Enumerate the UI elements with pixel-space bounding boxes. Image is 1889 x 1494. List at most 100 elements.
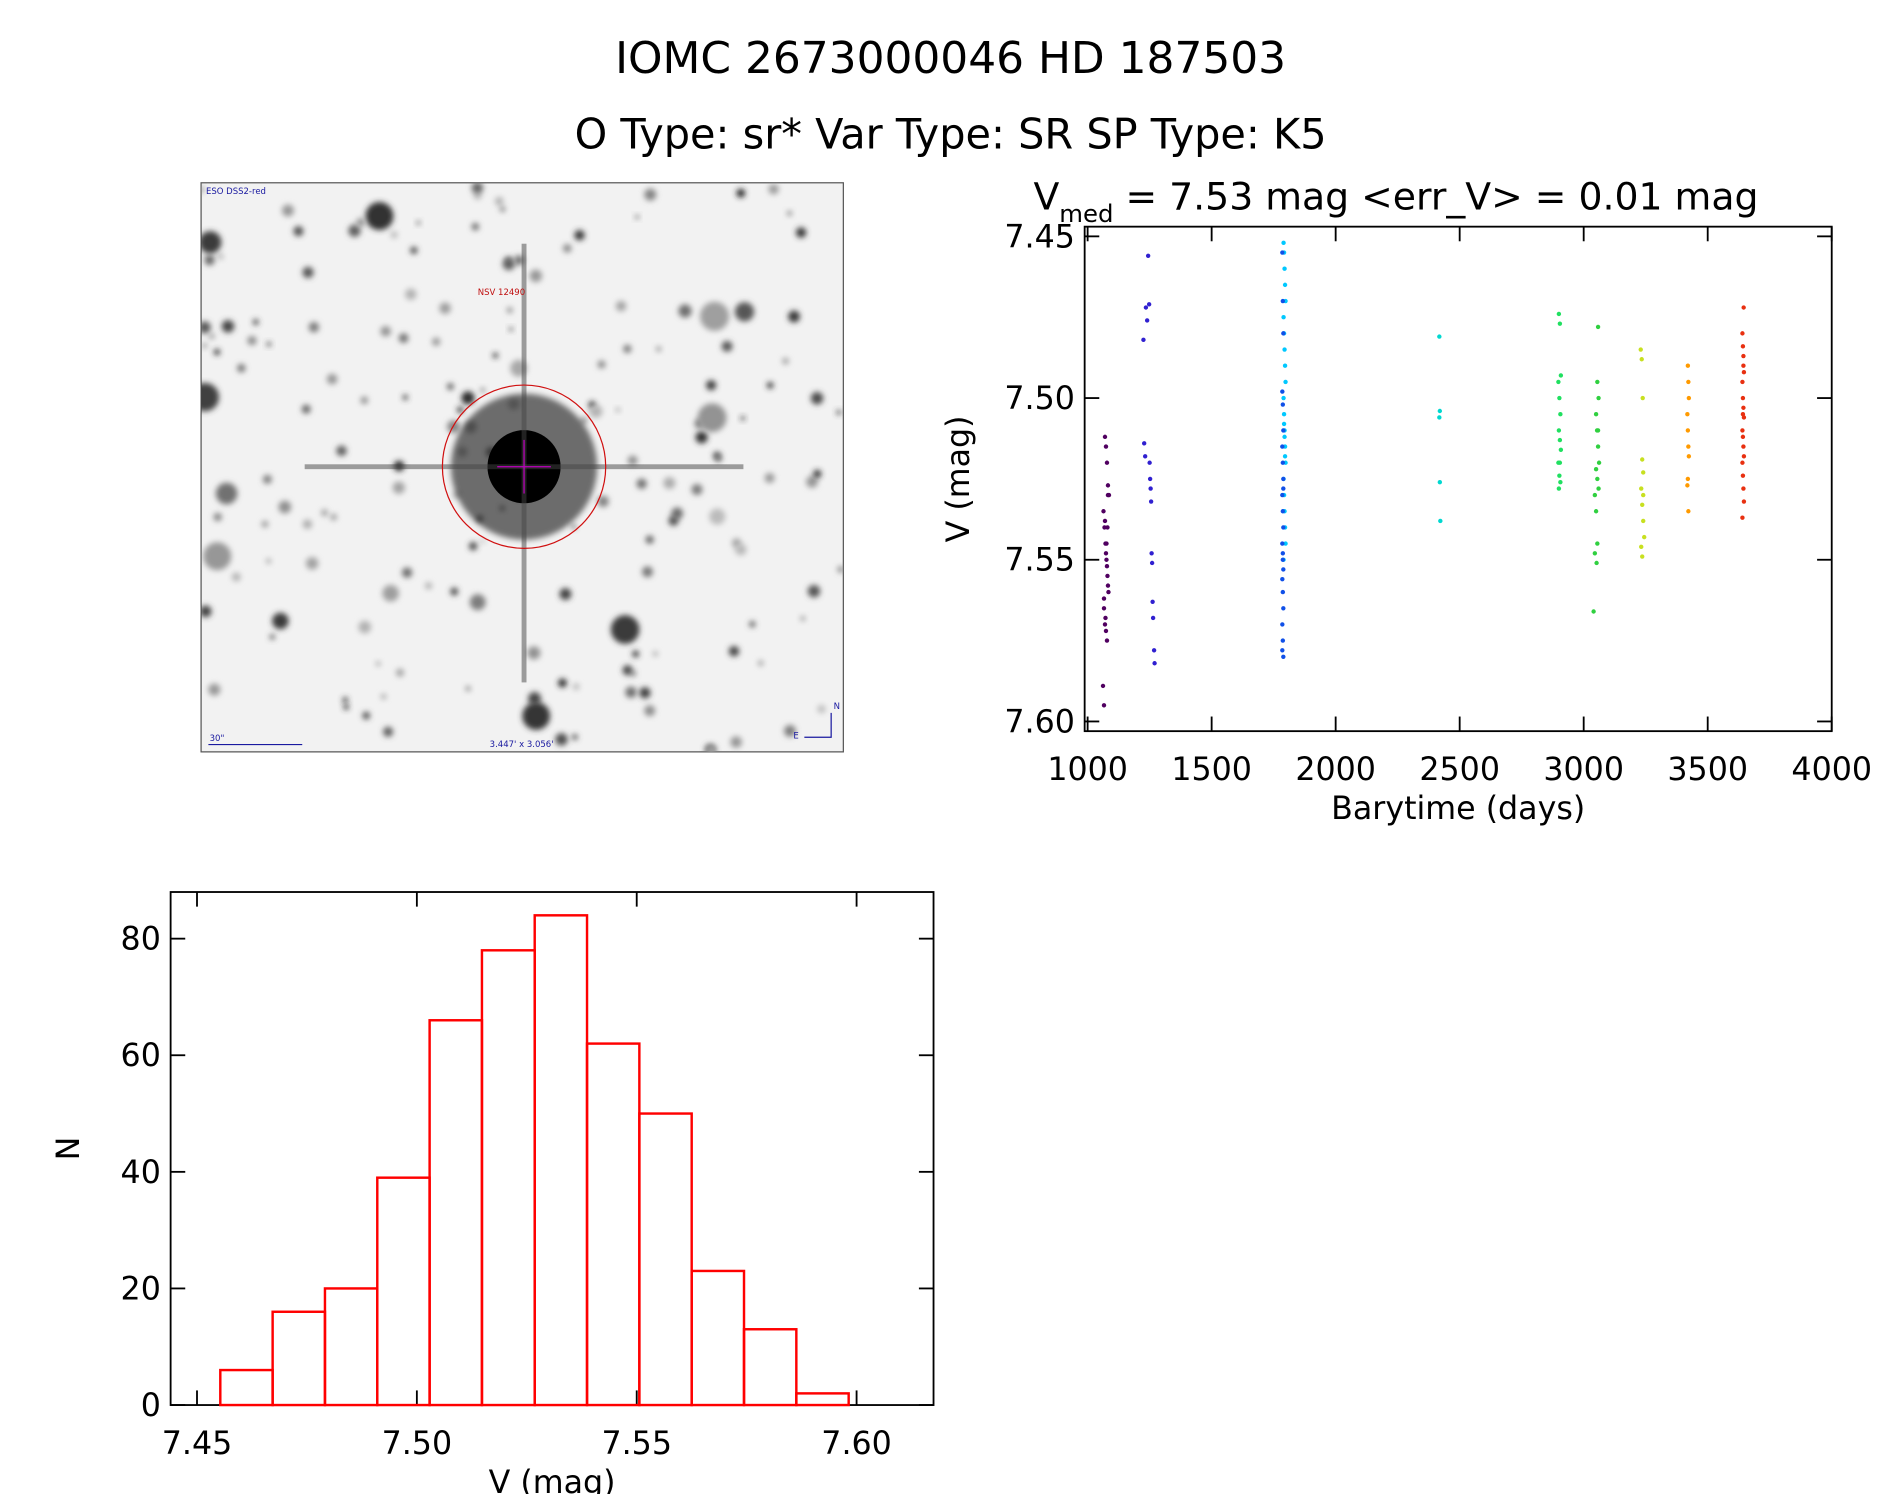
data-point: [1101, 509, 1106, 514]
data-point: [1102, 434, 1108, 440]
star: [247, 335, 257, 346]
star: [321, 509, 329, 517]
data-point: [1740, 473, 1746, 478]
data-point: [1642, 534, 1647, 540]
data-point: [1105, 525, 1110, 530]
star: [203, 542, 232, 571]
x-tick-label: 2000: [1295, 752, 1376, 788]
data-point: [1143, 305, 1149, 310]
x-tick-label: 7.45: [162, 1426, 233, 1462]
star: [642, 566, 653, 578]
star: [699, 301, 730, 331]
data-point: [1282, 454, 1288, 459]
star: [221, 320, 235, 333]
star: [405, 288, 417, 300]
star: [740, 416, 745, 421]
page-subtitle: O Type: sr* Var Type: SR SP Type: K5: [575, 111, 1327, 159]
chart-title: Vmed = 7.53 mag <err_V> = 0.01 mag: [1033, 175, 1758, 228]
data-point: [1103, 444, 1109, 449]
star: [632, 650, 640, 658]
data-point: [1437, 408, 1443, 414]
star: [522, 702, 551, 730]
star: [398, 333, 409, 343]
star: [837, 566, 844, 573]
data-point: [1147, 476, 1153, 482]
star: [625, 686, 637, 698]
star: [380, 693, 387, 700]
star: [500, 206, 506, 212]
data-point: [1280, 589, 1286, 595]
star: [705, 745, 717, 752]
data-point: [1101, 596, 1107, 601]
histogram-bar: [323, 1287, 379, 1407]
star: [806, 476, 818, 488]
star: [382, 584, 399, 602]
star: [395, 668, 405, 677]
data-point: [1740, 434, 1746, 440]
star: [215, 482, 238, 505]
star: [622, 665, 633, 676]
star: [416, 220, 421, 225]
data-point: [1685, 363, 1691, 368]
star: [308, 322, 320, 333]
data-point: [1437, 415, 1442, 420]
star: [348, 224, 361, 237]
star: [764, 472, 775, 484]
star: [709, 508, 726, 525]
star: [721, 340, 733, 352]
data-point: [1685, 476, 1691, 482]
data-point: [1149, 560, 1155, 566]
data-point: [1280, 622, 1285, 627]
data-point: [1282, 363, 1288, 368]
data-point: [1686, 509, 1691, 514]
histogram-bar: [795, 1392, 850, 1407]
data-point: [1151, 648, 1157, 653]
title-main: V: [1033, 175, 1059, 219]
star: [730, 736, 742, 748]
data-point: [1281, 412, 1287, 417]
star: [208, 333, 215, 340]
star: [597, 360, 606, 369]
data-point: [1281, 315, 1286, 320]
data-point: [1105, 583, 1111, 588]
star: [213, 348, 221, 356]
star: [749, 621, 756, 628]
data-point: [1280, 250, 1285, 255]
star: [656, 346, 662, 352]
data-point: [1741, 454, 1747, 459]
star: [615, 300, 627, 312]
star: [695, 431, 708, 444]
y-tick-label: 60: [121, 1038, 161, 1074]
data-point: [1740, 460, 1745, 465]
star: [208, 683, 221, 696]
data-point: [1106, 589, 1111, 595]
plot-frame: [169, 891, 935, 1406]
data-point: [1741, 369, 1747, 375]
data-point: [1558, 412, 1563, 417]
data-point: [1104, 564, 1110, 569]
star: [380, 326, 391, 337]
data-point: [1558, 447, 1564, 452]
data-point: [1148, 486, 1153, 491]
star: [697, 403, 727, 433]
star: [766, 381, 774, 389]
title-rest: = 7.53 mag <err_V> = 0.01 mag: [1114, 175, 1759, 219]
data-point: [1437, 479, 1443, 485]
y-tick-label: 40: [121, 1155, 161, 1191]
data-point: [1641, 518, 1646, 524]
data-point: [1686, 444, 1691, 449]
star: [202, 343, 208, 349]
star: [204, 254, 215, 266]
star: [555, 733, 568, 746]
data-point: [1740, 412, 1746, 417]
star: [375, 661, 381, 667]
star: [201, 231, 222, 254]
star: [356, 218, 365, 227]
star: [330, 513, 337, 521]
data-point: [1740, 428, 1745, 433]
data-point: [1438, 518, 1443, 524]
star: [343, 704, 349, 710]
star: [401, 567, 413, 578]
star: [529, 269, 543, 283]
